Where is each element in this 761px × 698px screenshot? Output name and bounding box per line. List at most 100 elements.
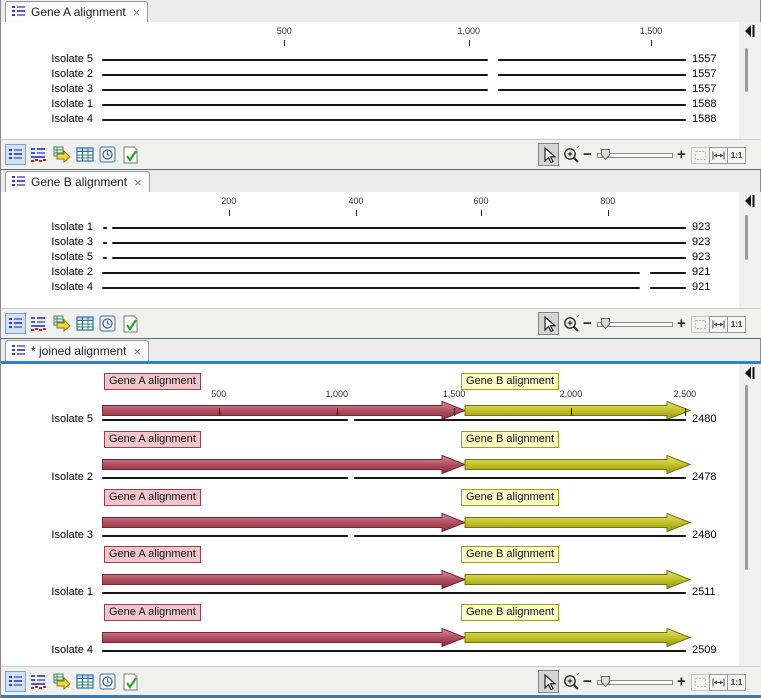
sequence-line[interactable] bbox=[102, 535, 686, 537]
zoom-in-plus-button[interactable]: + bbox=[677, 673, 686, 690]
element-info-button[interactable] bbox=[120, 144, 141, 165]
graphics-export-button[interactable] bbox=[51, 313, 72, 334]
sequence-line[interactable] bbox=[102, 477, 686, 479]
zoom-in-tool-button[interactable] bbox=[560, 143, 581, 166]
fit-width-button[interactable] bbox=[709, 674, 728, 691]
feature-label-gene-b[interactable]: Gene B alignment bbox=[461, 431, 560, 448]
fit-width-button[interactable] bbox=[709, 147, 728, 164]
feature-label-gene-b[interactable]: Gene B alignment bbox=[461, 604, 560, 621]
zoom-to-selection-button[interactable] bbox=[691, 147, 710, 164]
tab-gene-a-alignment[interactable]: Gene A alignment × bbox=[5, 1, 149, 22]
element-info-button[interactable] bbox=[120, 671, 141, 692]
close-icon[interactable]: × bbox=[132, 4, 141, 20]
overview-view-button[interactable] bbox=[5, 144, 26, 165]
table-view-button[interactable] bbox=[74, 144, 95, 165]
close-icon[interactable]: × bbox=[134, 174, 142, 190]
zoom-slider-thumb[interactable] bbox=[601, 676, 610, 687]
sequence-line[interactable] bbox=[102, 74, 686, 76]
one-to-one-zoom-button[interactable]: 1:1 bbox=[727, 316, 746, 333]
sequence-row[interactable]: Isolate 5 1557 bbox=[1, 52, 761, 67]
sidepanel-toggle-button[interactable] bbox=[742, 194, 758, 210]
selection-tool-button[interactable] bbox=[538, 312, 559, 335]
sequence-row[interactable]: Isolate 2 921 bbox=[1, 265, 761, 280]
zoom-in-plus-button[interactable]: + bbox=[677, 146, 686, 163]
selection-tool-button[interactable] bbox=[538, 670, 559, 693]
one-to-one-zoom-button[interactable]: 1:1 bbox=[727, 674, 746, 691]
fit-width-button[interactable] bbox=[709, 316, 728, 333]
sequence-line[interactable] bbox=[102, 89, 686, 91]
sequence-line[interactable] bbox=[102, 119, 686, 121]
sequence-row[interactable]: Isolate 1 2511 bbox=[1, 585, 761, 600]
history-view-button[interactable] bbox=[97, 313, 118, 334]
history-view-button[interactable] bbox=[97, 144, 118, 165]
feature-label-gene-a[interactable]: Gene A alignment bbox=[104, 431, 201, 448]
feature-label-gene-a[interactable]: Gene A alignment bbox=[104, 546, 201, 563]
zoom-in-tool-button[interactable] bbox=[560, 670, 581, 693]
selection-tool-button[interactable] bbox=[538, 143, 559, 166]
sequence-row[interactable]: Isolate 2 1557 bbox=[1, 67, 761, 82]
zoom-slider[interactable] bbox=[597, 322, 673, 327]
alignment-view-button[interactable] bbox=[28, 671, 49, 692]
sequence-line[interactable] bbox=[102, 104, 686, 106]
joined-row-group: Gene A alignment Gene B alignment Isolat… bbox=[1, 546, 761, 604]
overview-view-button[interactable] bbox=[5, 313, 26, 334]
graphics-export-button[interactable] bbox=[51, 144, 72, 165]
sequence-row[interactable]: Isolate 1 1588 bbox=[1, 97, 761, 112]
feature-label-gene-a[interactable]: Gene A alignment bbox=[104, 604, 201, 621]
sequence-line[interactable] bbox=[102, 650, 686, 652]
sequence-line[interactable] bbox=[102, 59, 686, 61]
sequence-line[interactable] bbox=[102, 227, 686, 229]
alignment-icon bbox=[12, 345, 25, 355]
alignment-view-button[interactable] bbox=[28, 144, 49, 165]
zoom-out-button[interactable]: − bbox=[583, 315, 592, 332]
sequence-line[interactable] bbox=[102, 242, 686, 244]
zoom-slider[interactable] bbox=[597, 153, 673, 158]
sequence-line[interactable] bbox=[102, 272, 686, 274]
vertical-scrollbar-thumb[interactable] bbox=[745, 385, 748, 570]
table-view-button[interactable] bbox=[74, 313, 95, 334]
vertical-scrollbar-thumb[interactable] bbox=[745, 48, 748, 92]
zoom-slider[interactable] bbox=[597, 680, 673, 685]
graphics-export-button[interactable] bbox=[51, 671, 72, 692]
feature-label-gene-a[interactable]: Gene A alignment bbox=[104, 489, 201, 506]
zoom-in-plus-button[interactable]: + bbox=[677, 315, 686, 332]
sequence-line[interactable] bbox=[102, 257, 686, 259]
sequence-line[interactable] bbox=[102, 287, 686, 289]
feature-label-gene-b[interactable]: Gene B alignment bbox=[461, 489, 560, 506]
sequence-line[interactable] bbox=[102, 419, 686, 421]
sidepanel-toggle-button[interactable] bbox=[742, 366, 758, 382]
feature-label-gene-a[interactable]: Gene A alignment bbox=[104, 373, 201, 390]
zoom-to-selection-button[interactable] bbox=[691, 316, 710, 333]
sequence-row[interactable]: Isolate 5 2480 bbox=[1, 412, 761, 427]
sequence-row[interactable]: Isolate 3 2480 bbox=[1, 528, 761, 543]
zoom-out-button[interactable]: − bbox=[583, 673, 592, 690]
sequence-row[interactable]: Isolate 3 923 bbox=[1, 235, 761, 250]
sequence-row[interactable]: Isolate 1 923 bbox=[1, 220, 761, 235]
feature-label-gene-b[interactable]: Gene B alignment bbox=[461, 546, 560, 563]
alignment-view-button[interactable] bbox=[28, 313, 49, 334]
sidepanel-toggle-button[interactable] bbox=[742, 24, 758, 40]
tab-joined-alignment[interactable]: * joined alignment × bbox=[5, 340, 149, 361]
vertical-scrollbar-thumb[interactable] bbox=[745, 215, 748, 260]
one-to-one-zoom-button[interactable]: 1:1 bbox=[727, 147, 746, 164]
zoom-slider-thumb[interactable] bbox=[601, 149, 610, 160]
sequence-row[interactable]: Isolate 5 923 bbox=[1, 250, 761, 265]
close-icon[interactable]: × bbox=[133, 343, 141, 359]
element-info-button[interactable] bbox=[120, 313, 141, 334]
overview-view-button[interactable] bbox=[5, 671, 26, 692]
zoom-in-tool-button[interactable] bbox=[560, 312, 581, 335]
history-view-button[interactable] bbox=[97, 671, 118, 692]
sequence-row[interactable]: Isolate 3 1557 bbox=[1, 82, 761, 97]
zoom-to-selection-button[interactable] bbox=[691, 674, 710, 691]
sequence-row[interactable]: Isolate 4 921 bbox=[1, 280, 761, 295]
sequence-row[interactable]: Isolate 2 2478 bbox=[1, 470, 761, 485]
zoom-out-button[interactable]: − bbox=[583, 146, 592, 163]
table-view-button[interactable] bbox=[74, 671, 95, 692]
zoom-slider-thumb[interactable] bbox=[601, 318, 610, 329]
feature-label-gene-b[interactable]: Gene B alignment bbox=[461, 373, 560, 390]
alignment-view-gene-b: 200 400 600 800 Isolate 1 923 Isolate 3 923… bbox=[1, 192, 761, 309]
sequence-row[interactable]: Isolate 4 1588 bbox=[1, 112, 761, 127]
sequence-line[interactable] bbox=[102, 592, 686, 594]
tab-gene-b-alignment[interactable]: Gene B alignment × bbox=[5, 171, 150, 192]
sequence-row[interactable]: Isolate 4 2509 bbox=[1, 643, 761, 658]
